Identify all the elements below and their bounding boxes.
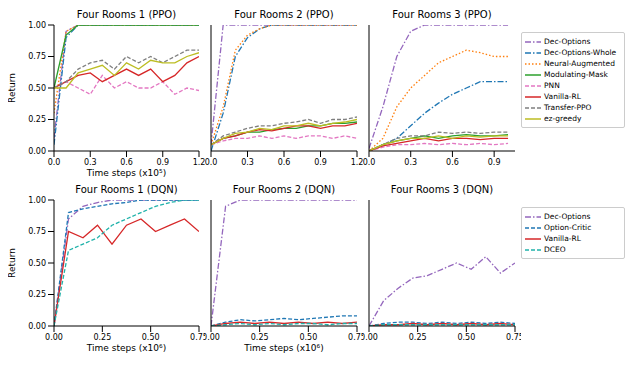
html-text:Vanilla-RL: Vanilla-RL xyxy=(544,234,581,243)
svg-text:1.00: 1.00 xyxy=(28,196,46,205)
html-text:Four Rooms 2 (PPO): Four Rooms 2 (PPO) xyxy=(234,9,334,20)
html-text:DCEO: DCEO xyxy=(544,245,566,254)
svg-text:0.3: 0.3 xyxy=(404,158,417,167)
svg-text:0.50: 0.50 xyxy=(457,333,475,342)
svg-text:1.00: 1.00 xyxy=(28,21,46,30)
svg-text:0.0: 0.0 xyxy=(363,158,375,167)
html-text:Time steps (x10⁵): Time steps (x10⁵) xyxy=(86,168,167,178)
svg-text:0.50: 0.50 xyxy=(28,84,46,93)
svg-text:0.75: 0.75 xyxy=(190,333,205,342)
html-text:Transfer-PPO: Transfer-PPO xyxy=(544,103,592,112)
svg-text:0.00: 0.00 xyxy=(363,333,378,342)
svg-text:0.6: 0.6 xyxy=(278,158,291,167)
html-text:Option-Critic: Option-Critic xyxy=(544,223,592,232)
svg-text:0.9: 0.9 xyxy=(156,158,169,167)
svg-text:0.6: 0.6 xyxy=(120,158,133,167)
svg-text:0.00: 0.00 xyxy=(205,333,220,342)
svg-text:1.2: 1.2 xyxy=(193,158,205,167)
svg-text:0.00: 0.00 xyxy=(45,333,63,342)
svg-text:0.25: 0.25 xyxy=(251,333,269,342)
html-text:Neural-Augmented: Neural-Augmented xyxy=(544,59,615,68)
svg-text:0.25: 0.25 xyxy=(28,290,46,299)
html-text:Time steps (x10⁶): Time steps (x10⁶) xyxy=(86,343,167,353)
html-text:Four Rooms 1 (DQN): Four Rooms 1 (DQN) xyxy=(75,184,178,195)
svg-text:0.25: 0.25 xyxy=(28,115,46,124)
svg-text:0.0: 0.0 xyxy=(205,158,217,167)
html-text:Four Rooms 3 (DQN): Four Rooms 3 (DQN) xyxy=(390,184,494,195)
svg-text:Return: Return xyxy=(8,248,17,278)
svg-text:0.75: 0.75 xyxy=(506,333,521,342)
svg-text:0.00: 0.00 xyxy=(28,147,46,156)
svg-text:0.0: 0.0 xyxy=(48,158,61,167)
svg-text:0.25: 0.25 xyxy=(409,333,427,342)
svg-text:0.9: 0.9 xyxy=(314,158,327,167)
svg-text:0.3: 0.3 xyxy=(84,158,97,167)
svg-text:0.50: 0.50 xyxy=(142,333,160,342)
svg-text:0.00: 0.00 xyxy=(28,322,46,331)
svg-text:0.50: 0.50 xyxy=(28,259,46,268)
svg-text:0.75: 0.75 xyxy=(348,333,363,342)
html-text:Four Rooms 2 (DQN): Four Rooms 2 (DQN) xyxy=(232,184,336,195)
html-text:Modulating-Mask: Modulating-Mask xyxy=(544,70,608,79)
html-text:Four Rooms 1 (PPO): Four Rooms 1 (PPO) xyxy=(76,9,177,20)
html-text:Time steps (x10⁶): Time steps (x10⁶) xyxy=(244,343,324,353)
html-text:PNN: PNN xyxy=(544,81,560,90)
svg-text:0.6: 0.6 xyxy=(446,158,459,167)
html-text:Four Rooms 3 (PPO): Four Rooms 3 (PPO) xyxy=(392,9,492,20)
svg-text:Return: Return xyxy=(8,73,17,103)
svg-text:1.2: 1.2 xyxy=(351,158,363,167)
html-text:Dec-Options: Dec-Options xyxy=(544,212,591,221)
html-text:Vanilla-RL: Vanilla-RL xyxy=(544,92,581,101)
html-text:ez-greedy: ez-greedy xyxy=(544,114,582,123)
svg-text:0.25: 0.25 xyxy=(93,333,111,342)
html-text:Dec-Options-Whole: Dec-Options-Whole xyxy=(544,48,617,57)
svg-text:0.3: 0.3 xyxy=(241,158,254,167)
svg-text:0.9: 0.9 xyxy=(488,158,501,167)
svg-text:0.50: 0.50 xyxy=(299,333,317,342)
svg-text:0.75: 0.75 xyxy=(28,227,46,236)
html-text:Dec-Options: Dec-Options xyxy=(544,37,591,46)
svg-text:0.75: 0.75 xyxy=(28,52,46,61)
